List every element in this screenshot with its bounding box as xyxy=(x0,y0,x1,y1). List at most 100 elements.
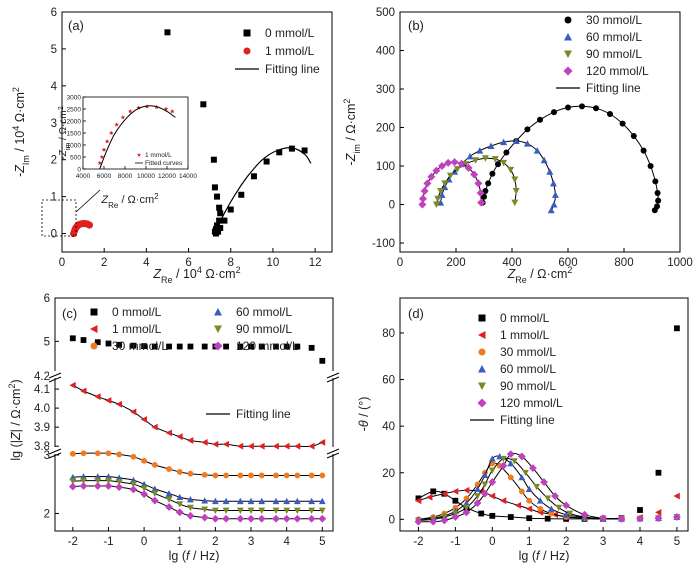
legend-label: 1 mmol/L xyxy=(265,44,315,58)
legend-label: 1 mmol/L xyxy=(500,328,550,342)
a-xtick-label: 12 xyxy=(309,257,322,269)
legend-item-a-1: 1 mmol/L xyxy=(243,44,315,58)
legend-label: Fitting line xyxy=(265,62,320,76)
data-point xyxy=(673,492,680,500)
data-point xyxy=(551,492,559,500)
data-point xyxy=(258,442,265,450)
data-point xyxy=(617,514,626,523)
b-xtick-label: 200 xyxy=(446,257,465,269)
data-point xyxy=(80,387,87,395)
data-point xyxy=(451,487,459,495)
data-point xyxy=(418,200,427,209)
data-point xyxy=(441,180,449,187)
data-point xyxy=(263,158,270,165)
b-xtick-label: 0 xyxy=(397,257,403,269)
data-point xyxy=(514,501,522,509)
panel-c-label: (c) xyxy=(62,306,77,321)
axis-break-mark xyxy=(326,448,340,455)
data-point xyxy=(466,152,474,160)
fit-line xyxy=(72,476,323,502)
data-point xyxy=(165,490,173,497)
data-point xyxy=(544,515,551,522)
data-point xyxy=(116,451,123,458)
data-point xyxy=(217,225,224,231)
data-point xyxy=(223,472,229,479)
legend-marker xyxy=(478,382,486,390)
data-point xyxy=(423,179,432,188)
axis-break-mark xyxy=(48,448,62,455)
legend-marker xyxy=(90,342,98,350)
legend-label: 90 mmol/L xyxy=(236,322,292,336)
data-point xyxy=(288,145,295,152)
legend-marker xyxy=(564,33,572,41)
inset-xtick-label: 12000 xyxy=(158,173,176,180)
data-point xyxy=(487,142,495,149)
d-xtick-label: 4 xyxy=(637,536,644,548)
data-point xyxy=(272,514,280,523)
data-point xyxy=(236,507,244,514)
data-point xyxy=(452,497,459,504)
data-point xyxy=(187,504,194,512)
data-point xyxy=(652,178,659,185)
legend-label: 120 mmol/L xyxy=(500,396,563,410)
panel-a-inset: 4000 6000 8000 10000 12000 140000500100015002… xyxy=(41,95,197,237)
c-top-ytick-label: 6 xyxy=(44,293,50,305)
fit-line xyxy=(482,105,659,211)
data-point xyxy=(187,343,194,350)
data-point xyxy=(116,341,123,348)
data-point xyxy=(544,495,552,502)
data-point xyxy=(248,472,254,479)
b-xtick-label: 600 xyxy=(558,257,577,269)
data-point xyxy=(464,163,473,172)
data-point xyxy=(222,514,230,523)
data-point xyxy=(176,433,183,441)
legend-marker xyxy=(563,66,573,76)
inset-data-point xyxy=(104,139,110,144)
data-point xyxy=(437,199,445,206)
d-xtick-label: 3 xyxy=(600,536,606,548)
panel-b-ylabel: -Zim / Ω·cm2 xyxy=(342,99,362,166)
data-point xyxy=(201,343,208,350)
data-point xyxy=(130,481,137,488)
data-point xyxy=(673,513,681,521)
inset-data-point xyxy=(109,130,114,135)
axis-break-gap xyxy=(49,371,61,378)
data-point xyxy=(201,506,209,513)
inset-frame xyxy=(82,96,189,170)
legend-label: Fitting line xyxy=(586,81,641,95)
data-point xyxy=(236,442,244,450)
panel-b: (b) 0 200 400 600 800 1000-100010020030040050… xyxy=(342,7,693,285)
data-point xyxy=(451,513,460,521)
data-point xyxy=(283,507,291,514)
data-point xyxy=(276,149,283,156)
data-point xyxy=(283,442,290,450)
data-point xyxy=(547,505,555,512)
data-point xyxy=(105,477,112,485)
inset-data-point xyxy=(170,109,175,114)
legend-item-d-0: 0 mmol/L xyxy=(478,311,550,325)
data-point xyxy=(462,508,471,517)
data-point xyxy=(201,497,209,504)
inset-xlabel: ZRe / Ω·cm2 xyxy=(100,192,159,210)
legend-item-d-3: 60 mmol/L xyxy=(478,362,556,376)
data-point xyxy=(176,469,183,475)
panel-a-ylabel: -ZIm / 104 Ω·cm2 xyxy=(11,87,31,177)
data-point xyxy=(506,450,515,459)
legend-item-b-3: 120 mmol/L xyxy=(563,64,649,78)
data-point xyxy=(499,497,507,505)
legend-marker xyxy=(478,348,486,356)
panel-c-ylabel: lg (|Z| / Ω·cm2) xyxy=(7,379,23,460)
b-ytick-label: 200 xyxy=(376,123,395,135)
data-point xyxy=(94,477,102,485)
inset-zoom-box xyxy=(41,199,77,237)
legend-marker xyxy=(214,308,222,316)
data-point xyxy=(499,455,507,463)
inset-ylabel: -Zim / Ω·cm2 xyxy=(58,106,72,159)
legend-item-c-1: 1 mmol/L xyxy=(90,322,162,336)
data-point xyxy=(151,462,158,468)
data-point xyxy=(548,510,555,517)
data-point xyxy=(257,514,266,523)
data-point xyxy=(151,490,159,497)
data-point xyxy=(640,147,647,154)
data-point xyxy=(481,471,489,478)
